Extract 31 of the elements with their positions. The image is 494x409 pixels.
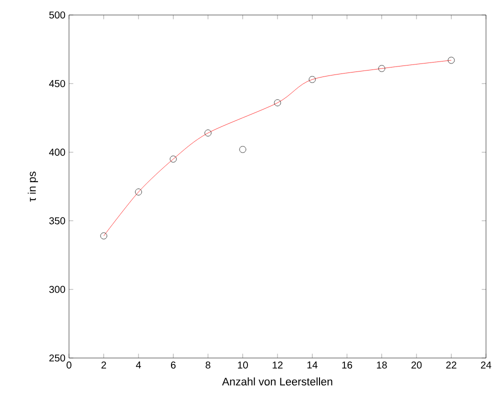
y-axis-title: τ in ps: [28, 172, 38, 202]
x-tick-label: 22: [446, 362, 456, 368]
point: [135, 188, 142, 196]
y-tick-label: 300: [49, 286, 66, 293]
point: [448, 56, 455, 64]
x-tick-label: 6: [170, 362, 176, 369]
x-axis-title: Anzahl von Leerstellen: [222, 377, 332, 386]
y-tick-label: 450: [49, 80, 66, 88]
x-tick-label: 2: [101, 362, 106, 368]
x-tick-label: 12: [272, 362, 283, 368]
point: [239, 146, 246, 153]
y-tick-label: 250: [49, 354, 66, 362]
y-tick-label: 400: [49, 148, 66, 156]
x-tick-label: 4: [136, 362, 141, 368]
x-tick-label: 0: [66, 362, 72, 369]
point: [170, 156, 177, 162]
x-tick-label: 24: [480, 362, 492, 368]
y-tick-label: 500: [49, 11, 66, 19]
x-tick-label: 10: [238, 362, 248, 369]
x-tick-label: 8: [206, 362, 210, 369]
y-tick-label: 350: [49, 217, 66, 224]
line-series: [104, 60, 452, 236]
point: [378, 65, 386, 72]
point: [204, 130, 212, 136]
x-tick-label: 16: [342, 362, 352, 369]
x-tick-label: 14: [307, 362, 318, 368]
x-tick-label: 20: [411, 362, 422, 369]
point: [100, 232, 108, 240]
point: [308, 76, 316, 83]
x-tick-label: 18: [376, 362, 387, 369]
point: [274, 99, 281, 106]
